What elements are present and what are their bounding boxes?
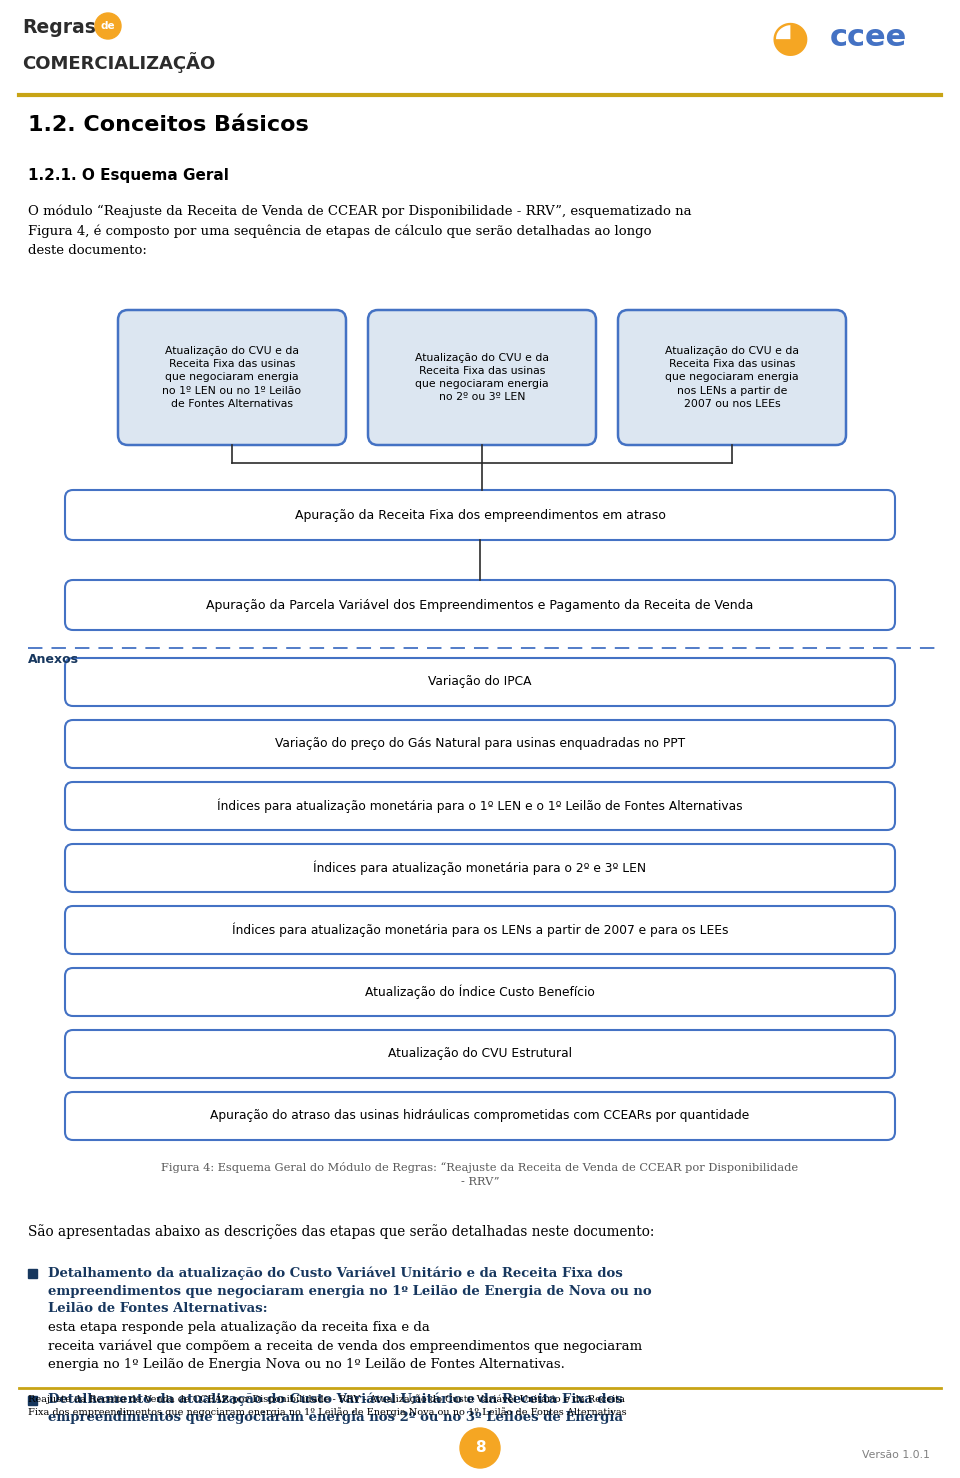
FancyBboxPatch shape	[65, 1092, 895, 1140]
Text: Versão 1.0.1: Versão 1.0.1	[862, 1450, 930, 1460]
Text: Índices para atualização monetária para os LENs a partir de 2007 e para os LEEs: Índices para atualização monetária para …	[231, 922, 729, 937]
FancyBboxPatch shape	[118, 310, 346, 445]
Text: Anexos: Anexos	[28, 653, 79, 667]
Text: 1.2.1. O Esquema Geral: 1.2.1. O Esquema Geral	[28, 168, 228, 183]
Text: Figura 4: Esquema Geral do Módulo de Regras: “Reajuste da Receita de Venda de CC: Figura 4: Esquema Geral do Módulo de Reg…	[161, 1162, 799, 1187]
FancyBboxPatch shape	[65, 844, 895, 893]
Text: Atualização do CVU e da
Receita Fixa das usinas
que negociaram energia
nos LENs : Atualização do CVU e da Receita Fixa das…	[665, 346, 799, 409]
FancyBboxPatch shape	[368, 310, 596, 445]
Text: ccee: ccee	[830, 24, 907, 53]
Text: de: de	[101, 21, 115, 31]
Text: Índices para atualização monetária para o 1º LEN e o 1º Leilão de Fontes Alterna: Índices para atualização monetária para …	[217, 798, 743, 813]
Text: Detalhamento da atualização do Custo Variável Unitário e da Receita Fixa dos
emp: Detalhamento da atualização do Custo Var…	[48, 1267, 652, 1315]
FancyBboxPatch shape	[65, 720, 895, 769]
Text: Apuração da Parcela Variável dos Empreendimentos e Pagamento da Receita de Venda: Apuração da Parcela Variável dos Empreen…	[206, 599, 754, 612]
Bar	[28, 1270, 37, 1278]
Text: Atualização do CVU e da
Receita Fixa das usinas
que negociaram energia
no 2º ou : Atualização do CVU e da Receita Fixa das…	[415, 353, 549, 402]
Text: Detalhamento da atualização do Custo Variável Unitário e da Receita Fixa dos
emp: Detalhamento da atualização do Custo Var…	[48, 1392, 623, 1425]
Text: 8: 8	[474, 1441, 486, 1456]
Text: COMERCIALIZAÇÃO: COMERCIALIZAÇÃO	[22, 52, 215, 72]
FancyBboxPatch shape	[65, 906, 895, 953]
Text: Atualização do CVU Estrutural: Atualização do CVU Estrutural	[388, 1048, 572, 1061]
Text: Reajuste da Receita de Venda de CCEAR por Disponibilidade - RRV - Atualização do: Reajuste da Receita de Venda de CCEAR po…	[28, 1394, 627, 1417]
Text: Regras: Regras	[22, 18, 96, 37]
FancyBboxPatch shape	[65, 658, 895, 706]
Text: Atualização do CVU e da
Receita Fixa das usinas
que negociaram energia
no 1º LEN: Atualização do CVU e da Receita Fixa das…	[162, 346, 301, 409]
Text: Índices para atualização monetária para o 2º e 3º LEN: Índices para atualização monetária para …	[313, 860, 647, 875]
FancyBboxPatch shape	[65, 579, 895, 630]
Circle shape	[460, 1428, 500, 1468]
FancyBboxPatch shape	[618, 310, 846, 445]
Text: Apuração da Receita Fixa dos empreendimentos em atraso: Apuração da Receita Fixa dos empreendime…	[295, 508, 665, 522]
Text: ◕: ◕	[771, 16, 809, 59]
Text: São apresentadas abaixo as descrições das etapas que serão detalhadas neste docu: São apresentadas abaixo as descrições da…	[28, 1224, 655, 1239]
Circle shape	[95, 13, 121, 38]
Text: esta etapa responde pela atualização da receita fixa e da
receita variável que c: esta etapa responde pela atualização da …	[48, 1321, 642, 1370]
Text: Variação do preço do Gás Natural para usinas enquadradas no PPT: Variação do preço do Gás Natural para us…	[275, 738, 685, 751]
Bar	[28, 1397, 37, 1406]
FancyBboxPatch shape	[65, 1030, 895, 1077]
Text: Apuração do atraso das usinas hidráulicas comprometidas com CCEARs por quantidad: Apuração do atraso das usinas hidráulica…	[210, 1110, 750, 1122]
Text: O módulo “Reajuste da Receita de Venda de CCEAR por Disponibilidade - RRV”, esqu: O módulo “Reajuste da Receita de Venda d…	[28, 205, 691, 257]
Text: Variação do IPCA: Variação do IPCA	[428, 675, 532, 689]
FancyBboxPatch shape	[65, 968, 895, 1015]
Text: Atualização do Índice Custo Benefício: Atualização do Índice Custo Benefício	[365, 984, 595, 999]
Text: 1.2. Conceitos Básicos: 1.2. Conceitos Básicos	[28, 115, 309, 134]
FancyBboxPatch shape	[65, 782, 895, 831]
FancyBboxPatch shape	[65, 491, 895, 539]
